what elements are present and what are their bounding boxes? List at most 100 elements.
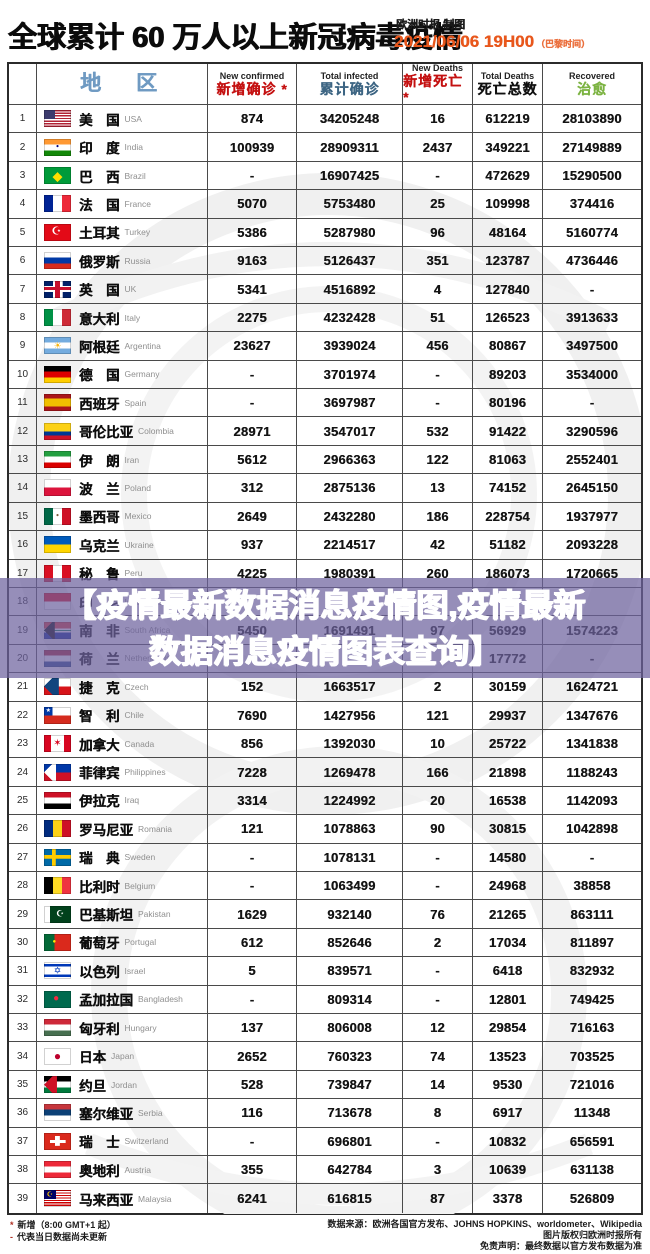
rank-value: 14 xyxy=(16,482,29,494)
new-confirmed-value: 121 xyxy=(240,821,264,837)
cell-recovered: 3913633 xyxy=(543,304,641,333)
cell-new-confirmed: 2275 xyxy=(208,303,297,333)
new-deaths-value: 351 xyxy=(426,253,449,269)
cell-new-confirmed: 7690 xyxy=(208,701,297,730)
cell-new-deaths: 13 xyxy=(403,474,473,503)
country-name-zh: 孟加拉国 xyxy=(79,993,133,1009)
datetime-value: 2021/06/06 19H00 xyxy=(394,32,534,51)
row-rank: 3 xyxy=(9,161,37,191)
cell-total-deaths: 6418 xyxy=(473,957,543,986)
total-infected-value: 932140 xyxy=(327,906,372,922)
flag-iraq-icon xyxy=(44,791,71,809)
cell-new-confirmed: 9163 xyxy=(208,247,297,276)
rank-value: 35 xyxy=(16,1079,29,1091)
row-region: 法 国 France xyxy=(37,190,208,219)
new-confirmed-value: 5612 xyxy=(237,452,267,468)
row-rank: 32 xyxy=(9,985,37,1014)
rank-value: 32 xyxy=(16,993,29,1005)
country-name-zh: 日本 xyxy=(79,1050,106,1066)
total-infected-value: 616815 xyxy=(327,1191,372,1207)
new-confirmed-value: 312 xyxy=(240,480,264,496)
new-confirmed-value: 23627 xyxy=(233,338,271,354)
row-rank: 34 xyxy=(9,1042,37,1071)
country-name-en: Colombia xyxy=(138,426,174,437)
country-name-zh: 比利时 xyxy=(79,879,120,895)
flag-poland-icon xyxy=(44,479,71,497)
total-deaths-value: 81063 xyxy=(488,452,527,468)
copyright-line: 图片版权归欧洲时报所有 xyxy=(542,1230,642,1240)
cell-recovered: 3497500 xyxy=(543,332,641,361)
total-deaths-value: 12801 xyxy=(488,991,527,1007)
country-name-zh: 波 兰 xyxy=(79,481,120,497)
cell-total-infected: 839571 xyxy=(297,957,403,986)
new-deaths-value: 12 xyxy=(430,1020,445,1036)
cell-new-confirmed: 612 xyxy=(208,928,297,958)
rank-value: 1 xyxy=(19,113,26,125)
header-zh-label: 新增死亡 * xyxy=(403,73,463,105)
row-rank: 21 xyxy=(9,673,37,702)
country-name-en: Serbia xyxy=(138,1107,163,1118)
row-rank: 8 xyxy=(9,303,37,333)
flag-israel-icon: ✡ xyxy=(44,962,71,980)
total-infected-value: 3701974 xyxy=(323,366,376,382)
row-rank: 5 xyxy=(9,218,37,248)
rank-value: 25 xyxy=(16,794,29,806)
recovered-value: 2552401 xyxy=(565,452,618,468)
cell-total-infected: 852646 xyxy=(297,928,403,958)
new-deaths-value: 8 xyxy=(433,1105,442,1121)
header-col-0: New confirmed 新增确诊 * xyxy=(208,64,297,105)
cell-recovered: 11348 xyxy=(543,1099,641,1128)
country-name-en: Jordan xyxy=(111,1079,137,1090)
new-confirmed-value: - xyxy=(249,1133,255,1149)
total-infected-value: 28909311 xyxy=(320,139,379,155)
timezone-label: （巴黎时间） xyxy=(535,39,590,49)
recovered-value: 526809 xyxy=(569,1191,615,1207)
row-region: 瑞 士 Switzerland xyxy=(37,1127,208,1157)
row-rank: 10 xyxy=(9,360,37,390)
cell-new-confirmed: 5612 xyxy=(208,445,297,475)
cell-new-deaths: - xyxy=(403,985,473,1014)
new-confirmed-value: 100939 xyxy=(229,139,275,155)
new-confirmed-value: 3314 xyxy=(237,792,267,808)
country-name-en: Poland xyxy=(124,482,151,493)
rank-value: 2 xyxy=(19,141,26,153)
cell-total-infected: 1078863 xyxy=(297,815,403,844)
cell-new-confirmed: - xyxy=(208,871,297,901)
cell-total-deaths: 228754 xyxy=(473,502,543,532)
rank-value: 9 xyxy=(19,340,26,352)
country-name-en: India xyxy=(124,142,143,153)
country-name-en: Spain xyxy=(124,397,147,408)
recovered-value: 1042898 xyxy=(565,821,618,837)
new-confirmed-value: 5070 xyxy=(237,196,267,212)
new-confirmed-value: - xyxy=(249,878,255,894)
cell-new-confirmed: 856 xyxy=(208,729,297,759)
new-deaths-value: 4 xyxy=(433,281,442,297)
rank-value: 23 xyxy=(16,738,29,750)
country-name-en: Austria xyxy=(124,1164,151,1175)
new-deaths-value: 260 xyxy=(426,565,449,581)
header-zh-label: 累计确诊 xyxy=(319,81,380,98)
cell-new-deaths: 2437 xyxy=(403,133,473,162)
cell-new-confirmed: 5070 xyxy=(208,190,297,219)
row-rank: 15 xyxy=(9,502,37,532)
cell-new-deaths: 12 xyxy=(403,1014,473,1043)
flag-spain-icon xyxy=(44,394,71,412)
new-confirmed-value: 2649 xyxy=(237,508,267,524)
rank-value: 7 xyxy=(19,283,26,295)
cell-total-infected: 2966363 xyxy=(297,445,403,475)
total-deaths-value: 228754 xyxy=(485,508,530,524)
cell-total-deaths: 349221 xyxy=(473,133,543,162)
new-deaths-value: 456 xyxy=(426,338,449,354)
new-confirmed-value: 6241 xyxy=(237,1191,267,1207)
rank-value: 37 xyxy=(16,1135,29,1147)
cell-total-infected: 3939024 xyxy=(297,332,403,361)
flag-italy-icon xyxy=(44,309,71,327)
cell-total-deaths: 3378 xyxy=(473,1184,543,1213)
cell-total-infected: 2432280 xyxy=(297,502,403,532)
cell-recovered: 374416 xyxy=(543,190,641,219)
country-name-en: Turkey xyxy=(124,227,151,238)
new-confirmed-value: 4225 xyxy=(237,565,267,581)
cell-new-confirmed: 937 xyxy=(208,531,297,560)
new-deaths-value: - xyxy=(435,395,440,411)
credit-label: 欧洲时报 制图 xyxy=(396,19,466,31)
